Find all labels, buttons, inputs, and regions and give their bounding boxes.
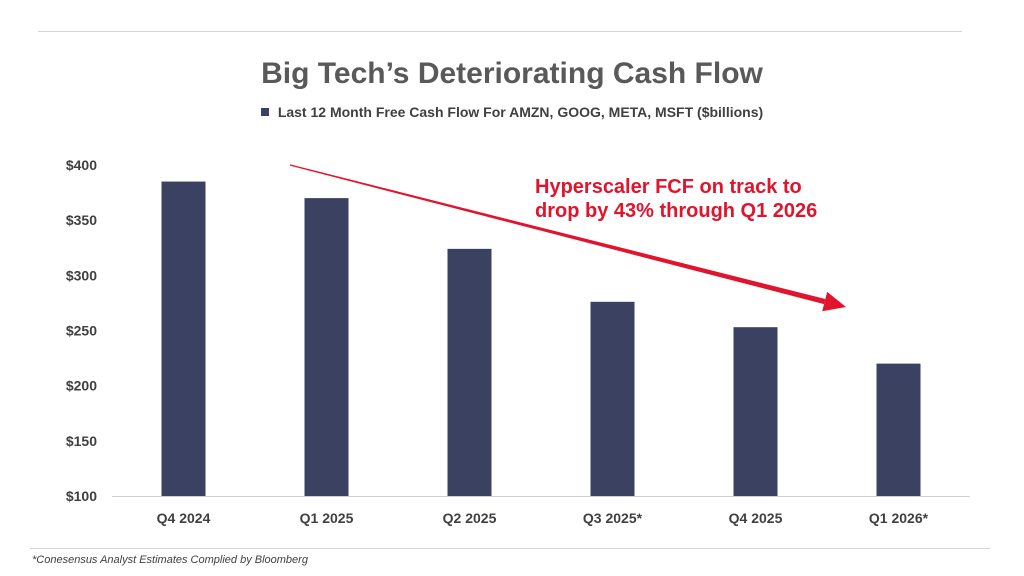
- x-tick-label: Q2 2025: [443, 510, 497, 526]
- bar: [161, 181, 206, 497]
- y-tick-label: $100: [66, 488, 97, 504]
- trend-arrow-head: [822, 291, 846, 312]
- legend-label: Last 12 Month Free Cash Flow For AMZN, G…: [277, 104, 764, 120]
- y-tick-label: $250: [66, 323, 97, 339]
- bar: [733, 327, 778, 496]
- bottom-divider: [30, 548, 990, 549]
- y-tick-label: $400: [66, 157, 97, 173]
- x-tick-label: Q1 2025: [300, 510, 354, 526]
- x-tick-label: Q1 2026*: [869, 510, 929, 526]
- y-tick-label: $350: [66, 212, 97, 228]
- x-tick-label: Q4 2025: [729, 510, 783, 526]
- x-tick-label: Q4 2024: [157, 510, 211, 526]
- bar: [447, 248, 492, 496]
- chart-title: Big Tech’s Deteriorating Cash Flow: [261, 57, 763, 90]
- footnote: *Conesensus Analyst Estimates Complied b…: [32, 554, 308, 566]
- annotation-text: drop by 43% through Q1 2026: [535, 200, 817, 222]
- bar: [304, 198, 349, 496]
- annotation-text: Hyperscaler FCF on track to: [535, 176, 802, 198]
- x-tick-label: Q3 2025*: [583, 510, 643, 526]
- y-tick-label: $200: [66, 378, 97, 394]
- y-tick-label: $150: [66, 433, 97, 449]
- top-divider: [38, 31, 962, 32]
- bar: [876, 363, 921, 496]
- chart-legend: Last 12 Month Free Cash Flow For AMZN, G…: [0, 104, 1024, 120]
- y-tick-label: $300: [66, 267, 97, 283]
- trend-arrow-shaft: [289, 164, 826, 305]
- bar: [590, 301, 635, 496]
- legend-swatch: [260, 108, 269, 116]
